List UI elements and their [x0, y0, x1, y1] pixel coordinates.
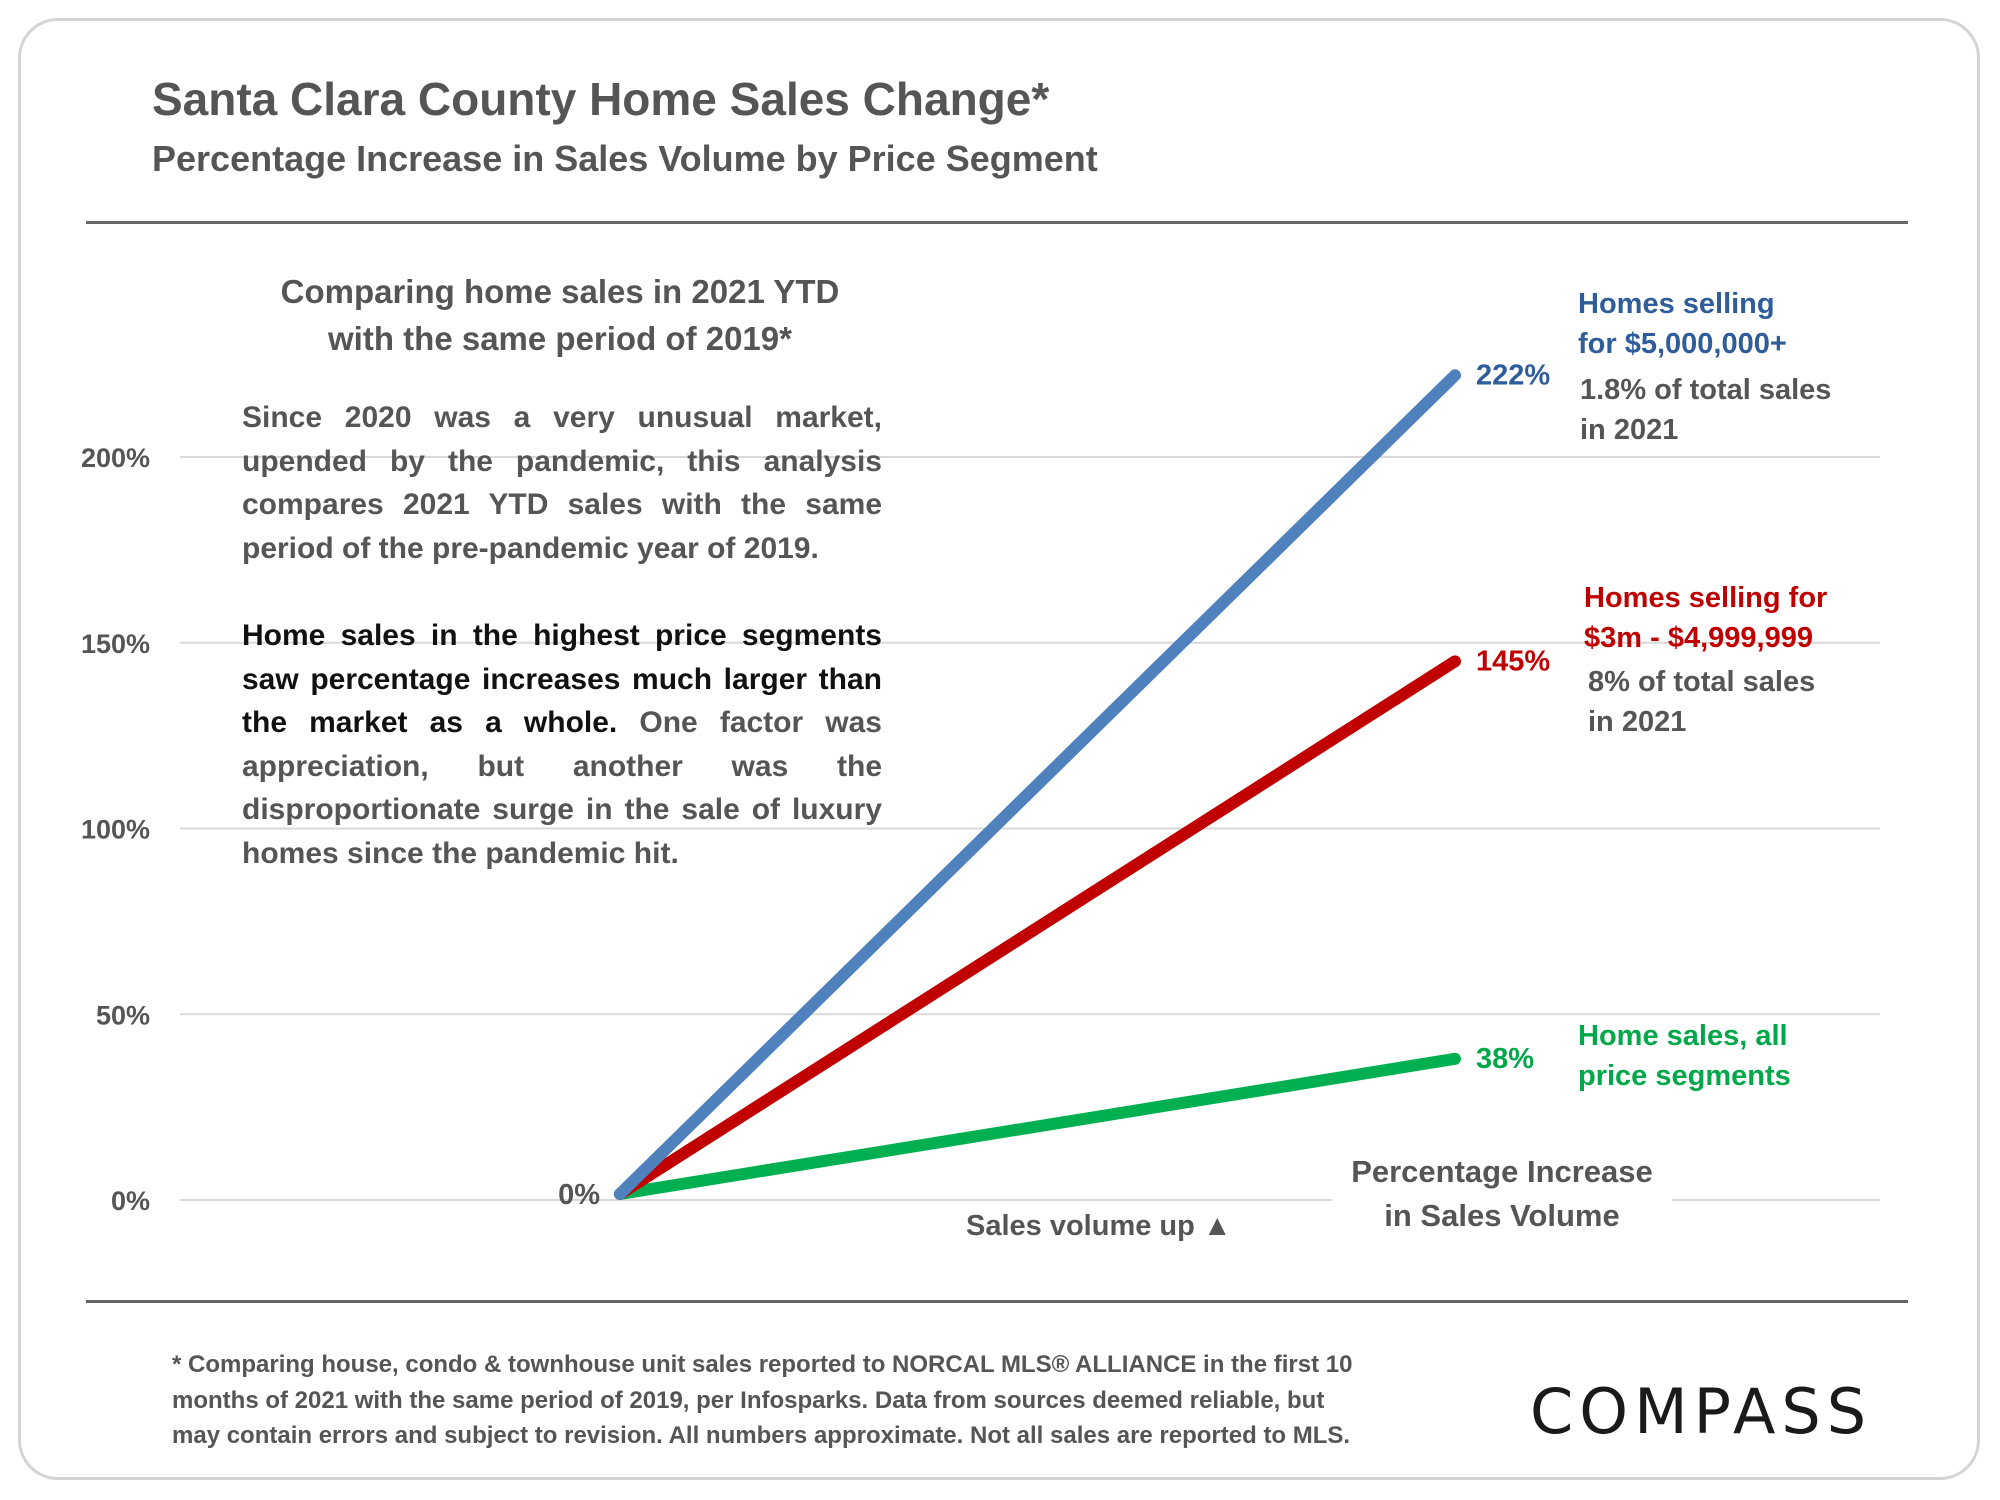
series-green-label: Home sales, all price segments — [1578, 1016, 1791, 1096]
compass-logo: COMPASS — [1530, 1375, 1873, 1448]
series-red-note: 8% of total sales in 2021 — [1588, 662, 1815, 742]
data-label: 38% — [1476, 1043, 1534, 1075]
x-axis-label: Sales volume up ▲ — [966, 1210, 1232, 1242]
intro-heading-line2: with the same period of 2019* — [328, 320, 792, 357]
intro-paragraph-2-rest: One factor was appreciation, but another… — [242, 706, 882, 870]
y-tick-label: 50% — [96, 1000, 150, 1030]
axis-title-line1: Percentage Increase — [1351, 1154, 1653, 1189]
footnote-line1: * Comparing house, condo & townhouse uni… — [172, 1351, 1353, 1378]
series-line — [614, 1052, 1461, 1200]
footnote-line3: may contain errors and subject to revisi… — [172, 1422, 1351, 1449]
series-blue-note: 1.8% of total sales in 2021 — [1580, 370, 1831, 450]
series-green-label-line2: price segments — [1578, 1060, 1791, 1092]
series-red-note-line2: in 2021 — [1588, 706, 1687, 738]
y-tick-label: 200% — [81, 443, 150, 473]
page-title: Santa Clara County Home Sales Change* — [152, 73, 1050, 125]
series-blue-label-line1: Homes selling — [1578, 288, 1775, 320]
series-green-label-line1: Home sales, all — [1578, 1020, 1788, 1052]
series-line — [614, 369, 1461, 1200]
series-blue-label-line2: for $5,000,000+ — [1578, 328, 1787, 360]
series-red-label-line2: $3m - $4,999,999 — [1584, 622, 1813, 654]
intro-paragraph-2-emphasis: Home sales in the highest price segments… — [242, 619, 882, 739]
y-tick-label: 150% — [81, 629, 150, 659]
series-blue-label: Homes selling for $5,000,000+ — [1578, 284, 1787, 364]
intro-heading: Comparing home sales in 2021 YTD with th… — [220, 268, 900, 362]
series-red-label-line1: Homes selling for — [1584, 582, 1828, 614]
footnote-line2: months of 2021 with the same period of 2… — [172, 1386, 1325, 1414]
axis-title-line2: in Sales Volume — [1384, 1198, 1620, 1233]
series-line — [614, 655, 1461, 1200]
series-blue-note-line2: in 2021 — [1580, 414, 1679, 446]
bottom-divider — [86, 1300, 1908, 1303]
y-tick-label: 0% — [111, 1186, 150, 1216]
start-value-label: 0% — [558, 1179, 600, 1211]
footnote: * Comparing house, condo & townhouse uni… — [172, 1347, 1452, 1454]
top-divider — [86, 221, 1908, 224]
intro-heading-line1: Comparing home sales in 2021 YTD — [280, 273, 840, 310]
series-red-note-line1: 8% of total sales — [1588, 666, 1816, 698]
data-label: 222% — [1476, 359, 1550, 391]
page-subtitle: Percentage Increase in Sales Volume by P… — [152, 138, 1098, 179]
intro-paragraph-2: Home sales in the highest price segments… — [242, 614, 882, 875]
intro-paragraph-1: Since 2020 was a very unusual market, up… — [242, 401, 882, 565]
series-blue-note-line1: 1.8% of total sales — [1580, 374, 1832, 406]
data-label: 145% — [1476, 645, 1550, 677]
y-tick-label: 100% — [81, 815, 150, 845]
series-red-label: Homes selling for $3m - $4,999,999 — [1584, 578, 1827, 658]
axis-title: Percentage Increase in Sales Volume — [1332, 1150, 1672, 1238]
